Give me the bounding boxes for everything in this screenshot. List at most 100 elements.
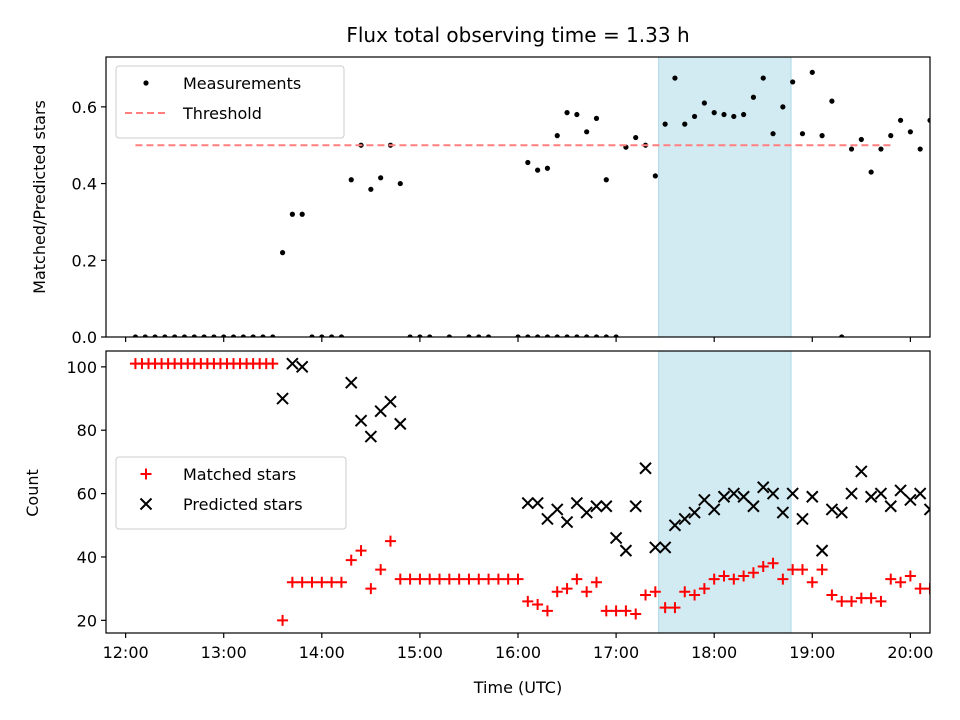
matched-stars-point [296,576,308,588]
matched-stars-point [738,570,750,582]
predicted-stars-point [894,484,907,497]
predicted-stars-point [345,376,358,389]
measurements-point [535,334,541,337]
measurements-point [564,334,570,337]
matched-stars-point [698,583,710,595]
measurements-point [554,133,560,139]
measurements-point [515,334,521,337]
matched-stars-point [483,573,495,585]
measurements-point [279,250,286,256]
measurements-point [682,121,688,127]
matched-stars-point [443,573,455,585]
predicted-stars-point [835,506,848,519]
bottom-legend-box [115,456,347,530]
predicted-stars-point [815,544,829,557]
measurements-point [888,133,894,139]
measurements-point [760,75,766,81]
legend-measurements-marker [143,80,149,86]
bottom-y-tick-label: 60 [77,485,97,504]
measurements-point [613,334,619,337]
predicted-stars-point [747,500,760,513]
measurements-point [132,334,139,337]
predicted-stars-point [629,500,642,513]
matched-stars-point [326,576,338,588]
measurements-point [790,79,796,85]
measurements-point [309,334,315,337]
matched-stars-point [414,573,426,585]
matched-stars-point [806,576,818,588]
predicted-stars-point [678,512,691,526]
predicted-stars-point [521,496,535,510]
measurements-point [211,334,217,337]
bottom-legend: Matched stars Predicted stars [115,456,347,530]
measurements-point [858,136,864,143]
top-y-tick-label: 0.0 [72,328,97,347]
legend-matched-stars-label: Matched stars [183,465,296,484]
measurements-point [574,334,580,337]
predicted-stars-point [364,430,378,443]
measurements-point [584,334,590,337]
measurements-point [446,334,452,337]
measurements-point [260,334,266,337]
matched-stars-point [316,576,328,588]
measurements-point [593,334,600,337]
predicted-stars-point [531,496,544,510]
predicted-stars-point [727,487,741,500]
measurements-point [603,177,609,183]
measurements-point [554,334,560,337]
measurements-point [270,334,276,337]
measurements-point [485,334,492,337]
bottom-y-axis-label: Count [23,469,42,517]
x-tick-label: 18:00 [691,643,737,662]
matched-stars-point [689,589,701,601]
predicted-stars-point [590,500,603,513]
matched-stars-point [492,573,504,585]
matched-stars-point [541,605,553,617]
measurements-point [299,211,305,217]
measurements-point [152,334,158,337]
matched-stars-point [757,560,769,572]
predicted-stars-point [649,541,662,554]
predicted-stars-point [541,512,554,526]
predicted-stars-point [384,395,397,408]
x-tick-label: 13:00 [201,643,247,662]
measurements-point [731,113,737,120]
matched-stars-point [718,570,730,582]
legend-predicted-stars-marker [139,497,153,511]
predicted-stars-point [551,503,564,516]
top-y-axis-label: Matched/Predicted stars [30,100,49,294]
predicted-stars-point [688,506,701,519]
measurements-point [721,111,727,118]
x-tick-label: 20:00 [887,643,933,662]
predicted-stars-point [913,487,927,500]
matched-stars-point [659,602,671,614]
matched-stars-point [581,586,593,598]
measurements-point [544,334,551,337]
bottom-y-tick-label: 40 [77,548,97,567]
measurements-point [476,334,482,337]
measurements-point [593,115,600,121]
matched-stars-point [855,592,867,604]
x-tick-label: 15:00 [397,643,443,662]
matched-stars-point [846,595,858,607]
measurements-point [250,334,256,337]
top-panel: 0.0 0.2 0.4 0.6 Measurements Threshold [72,56,931,347]
measurements-point [338,334,345,337]
matched-stars-point [836,595,848,607]
measurements-point [809,69,815,75]
matched-stars-point [286,576,298,588]
measurements-point [535,167,541,173]
measurements-point [230,334,237,337]
measurements-point [162,334,168,337]
matched-stars-point [590,576,602,588]
predicted-stars-point [560,515,574,529]
measurements-point [319,334,325,337]
matched-stars-point [787,564,799,576]
matched-stars-point [630,608,642,620]
legend-predicted-stars-label: Predicted stars [183,495,303,514]
legend-threshold-label: Threshold [182,104,262,123]
matched-stars-point [394,573,406,585]
x-tick-label: 12:00 [103,643,149,662]
measurements-point [603,334,609,337]
